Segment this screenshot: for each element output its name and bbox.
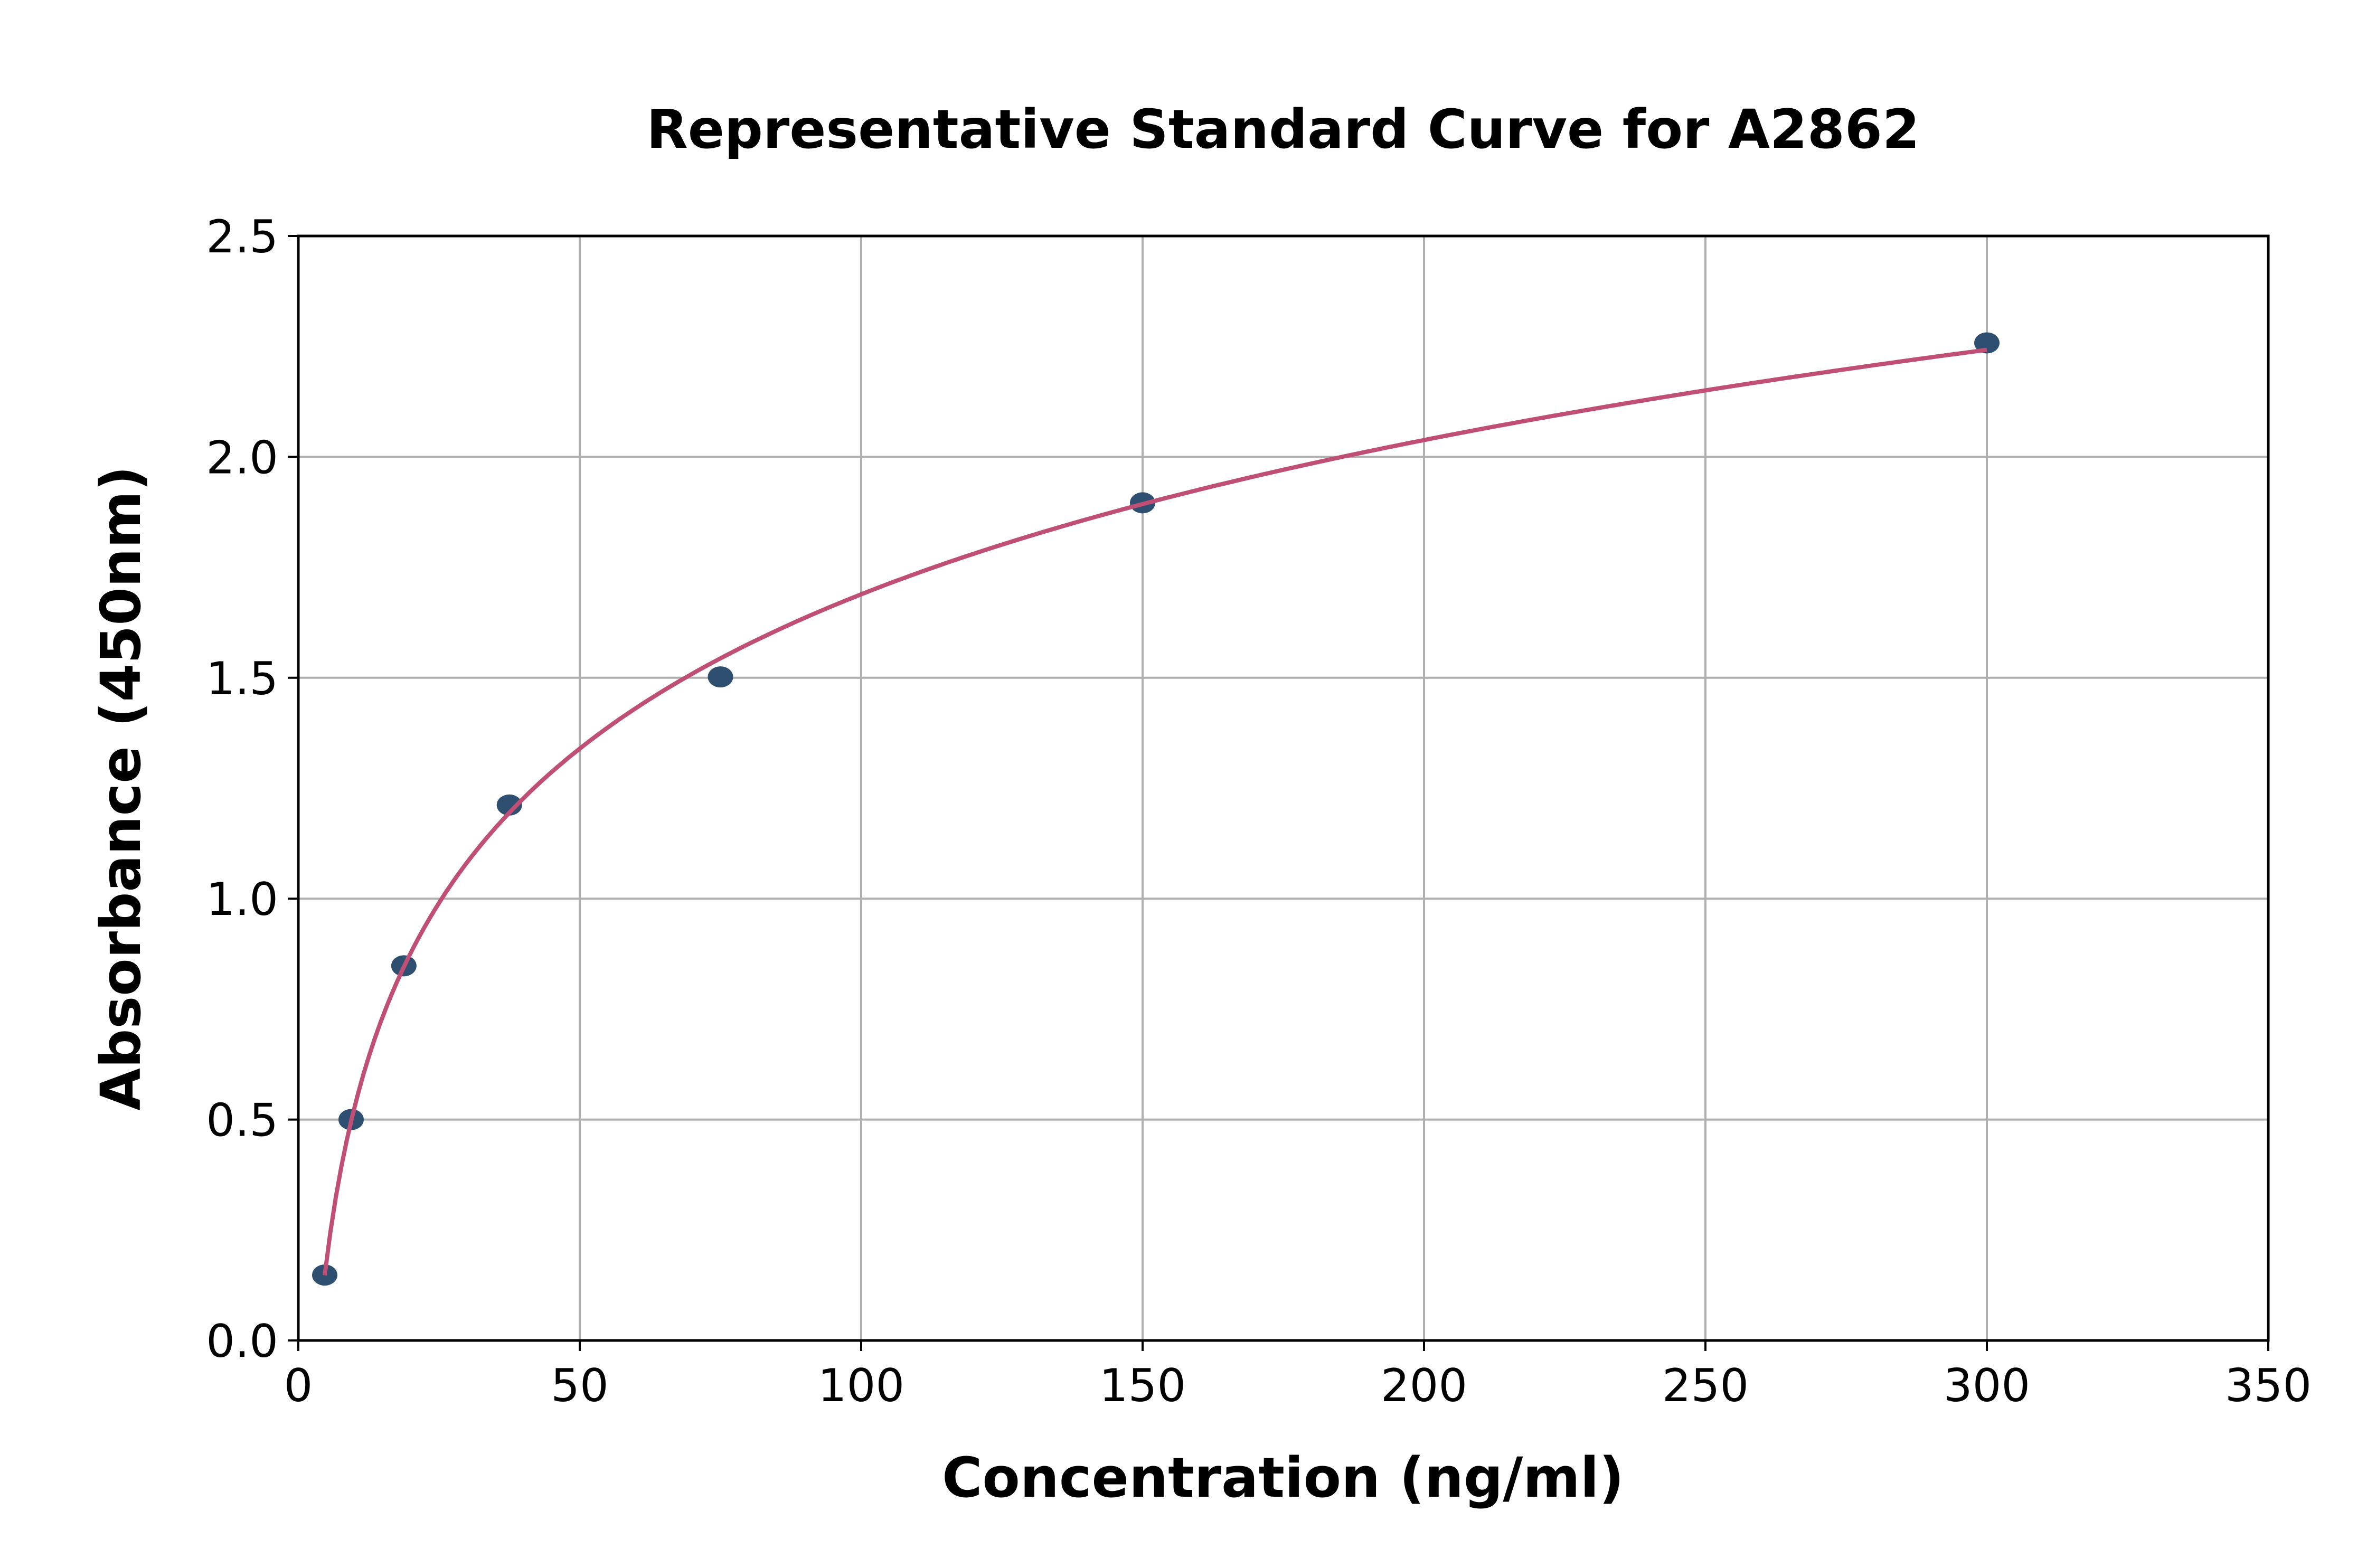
data-point <box>708 666 733 688</box>
x-tick-label: 0 <box>284 1359 313 1412</box>
y-tick-label: 1.5 <box>206 653 278 705</box>
y-tick-label: 2.5 <box>206 211 278 263</box>
x-axis-label: Concentration (ng/ml) <box>942 1446 1624 1510</box>
plot-frame <box>297 234 2270 1342</box>
x-tick-label: 350 <box>2225 1359 2312 1412</box>
data-point <box>1974 332 2000 354</box>
data-point <box>496 794 522 816</box>
y-axis-label: Absorbance (450nm) <box>89 466 153 1110</box>
chart-title: Representative Standard Curve for A2862 <box>646 98 1920 161</box>
points-layer <box>312 332 2000 1286</box>
y-tick-label: 1.0 <box>206 873 278 926</box>
x-tick-label: 200 <box>1381 1359 1467 1412</box>
x-tick-label: 250 <box>1662 1359 1749 1412</box>
x-tick-label: 300 <box>1944 1359 2030 1412</box>
y-tick-label: 0.5 <box>206 1094 278 1147</box>
ticks: 0 50 100 150 200 250 300 350 0.0 0.5 1.0 1.5 2.0 2.5 <box>206 211 2312 1412</box>
fit-curve <box>323 347 1987 1276</box>
x-tick-label: 150 <box>1099 1359 1186 1412</box>
y-tick-label: 0.0 <box>206 1315 278 1368</box>
x-tick-label: 100 <box>818 1359 904 1412</box>
curve-layer <box>323 347 1987 1276</box>
y-tick-label: 2.0 <box>206 431 278 484</box>
grid <box>297 235 2269 1342</box>
x-tick-label: 50 <box>551 1359 608 1412</box>
